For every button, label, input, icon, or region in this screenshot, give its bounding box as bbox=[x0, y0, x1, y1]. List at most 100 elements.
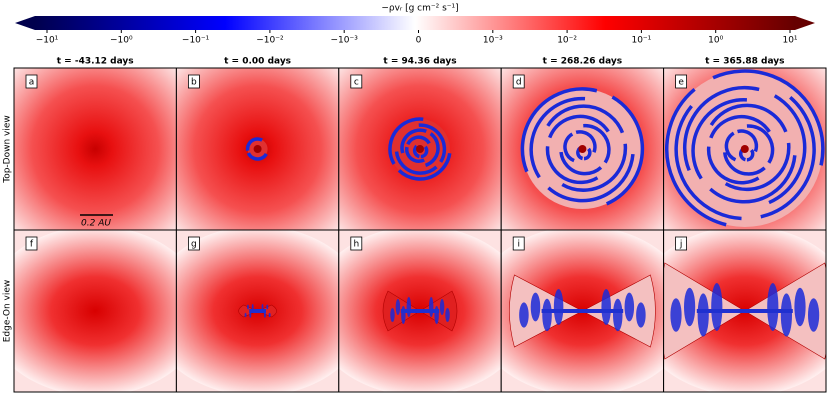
blue-band bbox=[530, 292, 541, 322]
ring bbox=[724, 129, 759, 163]
scale-bar-label: 0.2 AU bbox=[81, 219, 111, 229]
column-title: t = 94.36 days bbox=[383, 57, 456, 67]
letter-box bbox=[350, 74, 363, 89]
blue-band bbox=[266, 304, 269, 310]
row-label: Top-Down view bbox=[3, 115, 13, 184]
blue-band bbox=[711, 283, 723, 331]
blue-band bbox=[519, 302, 529, 328]
panel bbox=[501, 68, 664, 230]
blue-band bbox=[268, 312, 271, 318]
blue-band bbox=[445, 308, 450, 322]
blue-band bbox=[808, 298, 820, 332]
panel-letter: b bbox=[191, 78, 197, 88]
colorbar-tick-label: 10¹ bbox=[782, 36, 797, 46]
blue-band bbox=[395, 299, 401, 315]
blue-band bbox=[263, 312, 266, 318]
colorbar-tick-label: −10⁰ bbox=[110, 36, 133, 46]
midplane bbox=[400, 309, 440, 313]
blue-band bbox=[794, 287, 806, 327]
column-title: t = -43.12 days bbox=[57, 57, 134, 67]
panel-letter: c bbox=[354, 78, 359, 88]
ring bbox=[665, 69, 825, 229]
column-title: t = 365.88 days bbox=[705, 57, 784, 67]
blue-band bbox=[670, 298, 682, 332]
panel-letter: g bbox=[191, 240, 197, 250]
blue-band bbox=[624, 292, 635, 322]
envelope bbox=[14, 230, 177, 392]
row-label: Edge-On view bbox=[3, 280, 13, 343]
colorbar-tick-label: 10⁻³ bbox=[483, 36, 503, 46]
ring bbox=[245, 137, 270, 161]
blue-band bbox=[684, 287, 696, 327]
midplane bbox=[541, 309, 624, 313]
colorbar-tick-label: −10¹ bbox=[36, 36, 59, 46]
panel bbox=[14, 68, 177, 230]
blue-band bbox=[251, 304, 254, 310]
panels: −10¹ −10⁰ −10⁻¹ −10⁻² −10⁻³ 0 10⁻³ 10⁻² 10⁻¹ 10⁰ 1… bbox=[3, 30, 827, 393]
blue-band bbox=[434, 306, 439, 324]
panel-letter: i bbox=[517, 240, 520, 250]
blue-band bbox=[246, 304, 249, 310]
column-title: t = 268.26 days bbox=[543, 57, 622, 67]
panel bbox=[176, 230, 339, 392]
colorbar-arrow bbox=[795, 16, 815, 30]
colorbar-tick-label: 10⁰ bbox=[708, 36, 723, 46]
panel-letter: e bbox=[678, 78, 684, 88]
ring bbox=[520, 87, 645, 211]
blue-band bbox=[780, 293, 793, 337]
blue-band bbox=[553, 289, 564, 325]
colorbar-tick-label: 10⁻² bbox=[557, 36, 577, 46]
letter-box bbox=[187, 74, 200, 89]
ring bbox=[388, 117, 452, 181]
colorbar-label: −ρvᵣ [g cm⁻² s⁻¹] bbox=[381, 4, 458, 14]
midplane bbox=[696, 309, 793, 313]
colorbar-tick-label: 0 bbox=[416, 36, 422, 46]
letter-box bbox=[25, 236, 38, 251]
midplane bbox=[249, 309, 266, 313]
blue-band bbox=[406, 297, 412, 317]
column-title: t = 0.00 days bbox=[224, 57, 291, 67]
ring bbox=[394, 123, 447, 175]
panel bbox=[501, 230, 664, 392]
disk bbox=[14, 68, 177, 230]
panel-letter: j bbox=[679, 240, 683, 250]
ring bbox=[412, 142, 429, 159]
panel-frame bbox=[663, 229, 827, 393]
blue-band bbox=[244, 312, 247, 318]
letter-box bbox=[350, 236, 363, 251]
blue-band bbox=[249, 312, 252, 318]
blue-band bbox=[439, 299, 445, 315]
colorbar bbox=[35, 16, 795, 30]
colorbar-tick-label: −10⁻³ bbox=[331, 36, 359, 46]
blue-band bbox=[767, 283, 779, 331]
panel-letter: a bbox=[29, 78, 35, 88]
ring bbox=[703, 103, 791, 192]
core bbox=[740, 145, 749, 153]
colorbar-tick-label: −10⁻¹ bbox=[182, 36, 210, 46]
ring bbox=[545, 114, 616, 185]
ring bbox=[539, 104, 628, 192]
blue-band bbox=[601, 289, 611, 325]
core bbox=[578, 145, 587, 153]
blue-band bbox=[401, 306, 406, 324]
blue-band bbox=[428, 297, 434, 317]
ring bbox=[706, 114, 777, 185]
letter-box bbox=[512, 74, 525, 89]
blue-band bbox=[697, 293, 709, 337]
panel bbox=[176, 68, 339, 230]
blue-band bbox=[542, 298, 552, 332]
core bbox=[416, 145, 424, 153]
panel bbox=[338, 68, 502, 230]
letter-box bbox=[187, 236, 200, 251]
ring bbox=[529, 96, 635, 203]
panel bbox=[338, 230, 502, 392]
ring bbox=[400, 128, 440, 168]
letter-box bbox=[675, 236, 687, 251]
panel-letter: h bbox=[353, 240, 359, 250]
panel-letter: d bbox=[516, 78, 522, 88]
panel-letter: f bbox=[30, 240, 34, 250]
colorbar-tick-label: 10⁻¹ bbox=[631, 36, 651, 46]
panel bbox=[14, 230, 177, 392]
